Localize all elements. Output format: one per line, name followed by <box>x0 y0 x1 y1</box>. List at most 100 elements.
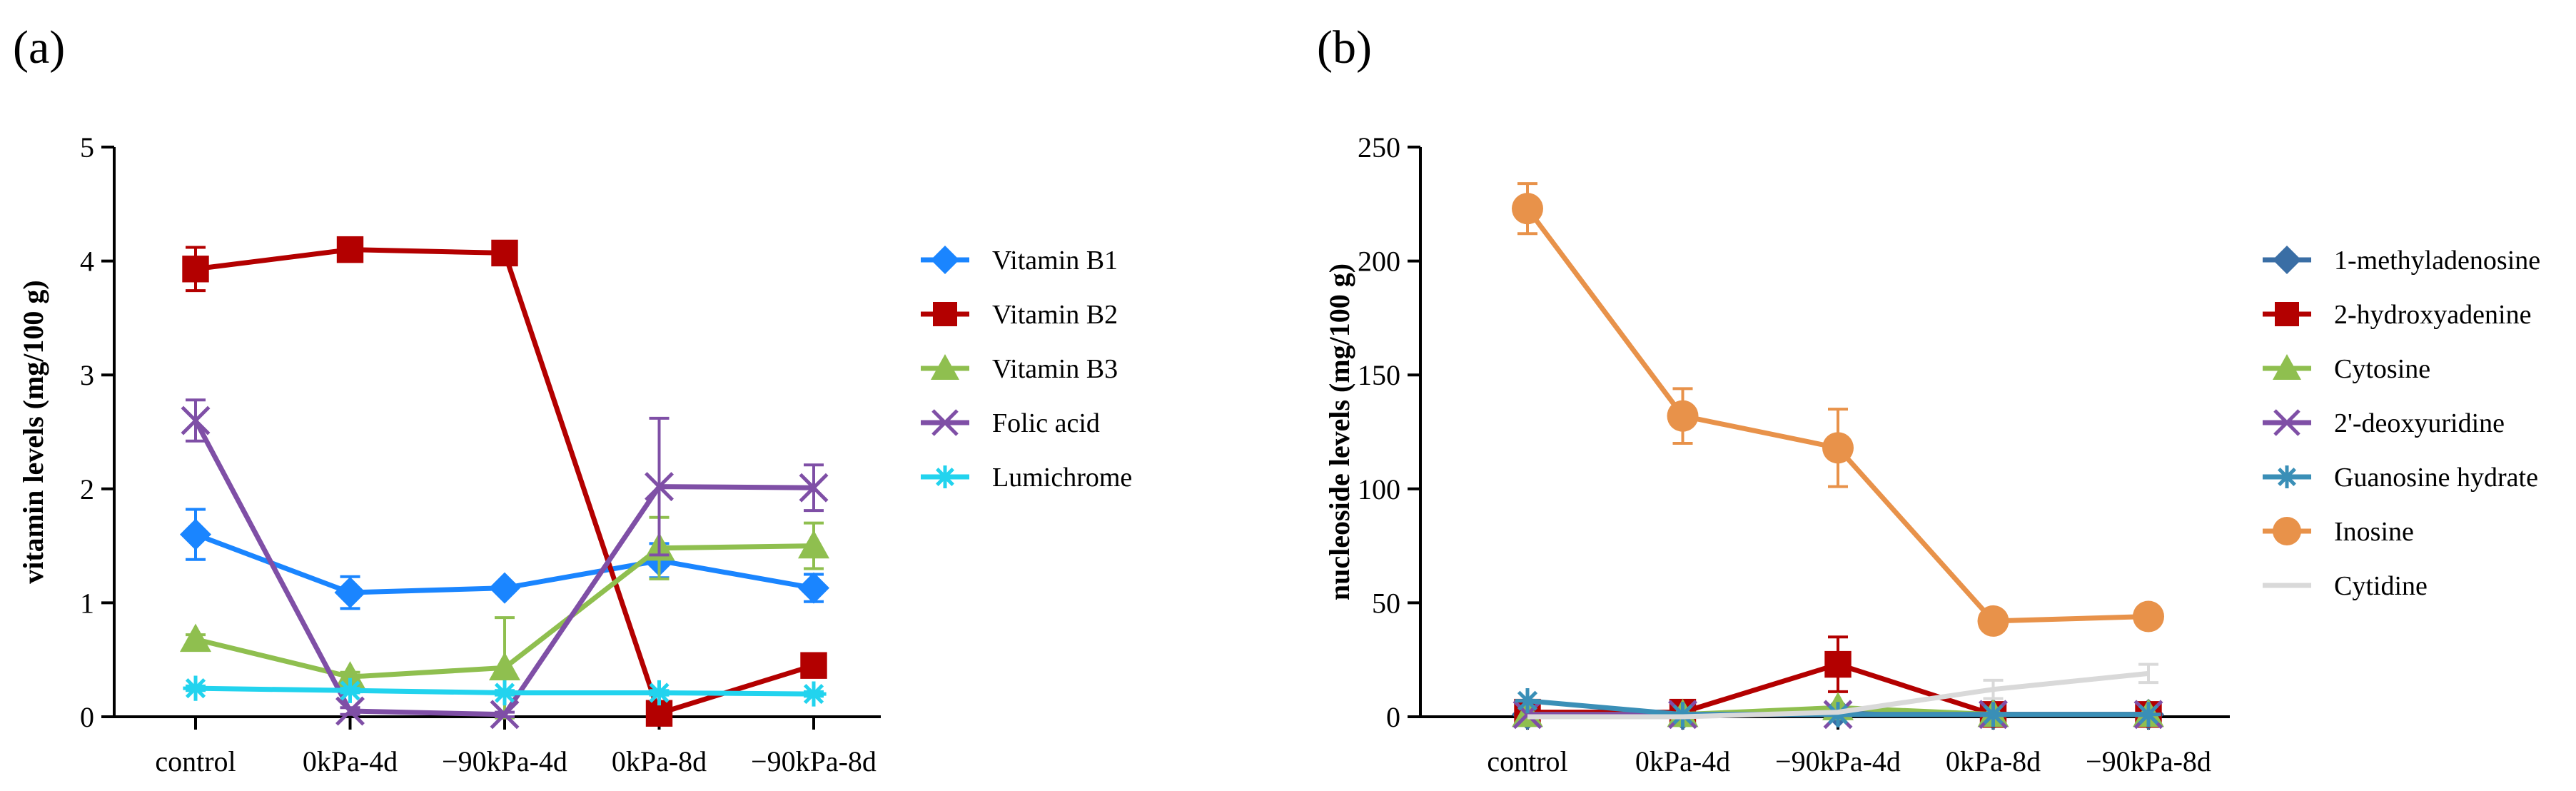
series-cytidine <box>1527 662 2158 720</box>
y-tick-label: 0 <box>1386 701 1400 733</box>
legend-label: Vitamin B1 <box>992 246 1118 276</box>
data-point <box>1822 432 1854 464</box>
x-tick-label: −90kPa-4d <box>442 745 567 777</box>
legend-marker-icon <box>934 465 956 488</box>
legend-label: Cytidine <box>2334 571 2428 601</box>
data-point <box>799 473 829 503</box>
data-point <box>646 680 672 706</box>
data-point <box>798 572 829 604</box>
legend-marker-icon <box>2273 246 2301 274</box>
series-vitamin-b1 <box>180 508 829 610</box>
y-tick-label: 3 <box>80 359 94 391</box>
data-point <box>1515 688 1540 714</box>
series-inosine <box>1512 182 2164 637</box>
x-tick-label: control <box>155 745 236 777</box>
data-point <box>180 518 211 550</box>
data-point <box>337 677 363 703</box>
legend-marker-icon <box>2273 354 2301 380</box>
y-tick-label: 1 <box>80 587 94 619</box>
legend-label: 2'-deoxyuridine <box>2334 408 2505 438</box>
data-point <box>1977 605 2009 637</box>
data-point <box>1667 400 1699 432</box>
legend-label: Folic acid <box>992 408 1100 438</box>
legend-item-1-methyladenosine: 1-methyladenosine <box>2263 246 2540 276</box>
x-tick-label: 0kPa-4d <box>303 745 398 777</box>
nucleoside-chart: 0 50 100 150 200 250 control 0kPa-4d −90kPa-4d 0k… <box>1323 131 2540 777</box>
x-tick-label: −90kPa-8d <box>751 745 877 777</box>
series-vitamin-b2 <box>182 236 827 727</box>
legend-label: 1-methyladenosine <box>2334 246 2540 276</box>
panel-b-label: (b) <box>1317 21 1372 74</box>
legend-label: Cytosine <box>2334 354 2430 384</box>
x-tick-label: 0kPa-8d <box>612 745 707 777</box>
legend-item-cytidine: Cytidine <box>2263 571 2428 601</box>
data-point <box>334 577 366 609</box>
legend-marker-icon <box>2273 409 2300 436</box>
legend-item-lumichrome: Lumichrome <box>921 463 1132 493</box>
data-point <box>490 700 520 730</box>
data-point <box>492 680 517 706</box>
y-tick-label: 200 <box>1358 246 1400 278</box>
legend-item-cytosine: Cytosine <box>2263 354 2430 384</box>
legend-item-vitamin-b2: Vitamin B2 <box>921 300 1118 330</box>
data-point <box>1512 193 1543 225</box>
x-tick-label: −90kPa-8d <box>2086 745 2211 777</box>
legend-label: Lumichrome <box>992 463 1132 493</box>
legend-item-guanosine-hydrate: Guanosine hydrate <box>2263 463 2538 493</box>
y-tick-label: 5 <box>80 131 94 163</box>
y-tick-label: 150 <box>1358 359 1400 391</box>
data-point <box>180 623 211 653</box>
data-point <box>1824 650 1852 678</box>
legend-item-folic-acid: Folic acid <box>921 408 1100 438</box>
x-tick-label: control <box>1487 745 1567 777</box>
legend-marker-icon <box>931 409 959 436</box>
data-point <box>335 696 365 726</box>
y-tick-label: 50 <box>1372 587 1400 619</box>
y-tick-label: 100 <box>1358 473 1400 505</box>
data-point <box>489 652 520 680</box>
legend-marker-icon <box>933 302 957 326</box>
legend-label: Guanosine hydrate <box>2334 463 2538 493</box>
legend-marker-icon <box>931 246 959 274</box>
y-axis-label: nucleoside levels (mg/100 g) <box>1323 263 1355 600</box>
series-lumichrome <box>183 675 827 707</box>
vitamin-chart: 0 1 2 3 4 5 control 0kPa-4d −90kPa-4d 0kPa-8d −90k… <box>17 131 1132 777</box>
data-point <box>2133 600 2164 633</box>
legend-item-inosine: Inosine <box>2263 517 2414 547</box>
legend-marker-icon <box>931 354 959 380</box>
legend-item-vitamin-b3: Vitamin B3 <box>921 354 1118 384</box>
legend-marker-icon <box>2273 517 2301 545</box>
legend-label: 2-hydroxyadenine <box>2334 300 2531 330</box>
y-tick-label: 0 <box>80 701 94 733</box>
error-bar <box>2138 662 2158 685</box>
x-tick-label: −90kPa-4d <box>1775 745 1901 777</box>
data-point <box>798 530 829 559</box>
error-bar <box>1983 678 2004 700</box>
data-point <box>1980 702 2006 727</box>
y-tick-label: 2 <box>80 473 94 505</box>
legend-item-2-hydroxyadenine: 2-hydroxyadenine <box>2263 300 2531 330</box>
legend-marker-icon <box>2275 302 2299 326</box>
data-point <box>800 652 827 679</box>
data-point <box>801 681 827 707</box>
data-point <box>183 675 208 701</box>
legend-label: Vitamin B2 <box>992 300 1118 330</box>
legend-label: Vitamin B3 <box>992 354 1118 384</box>
series-folic-acid <box>181 398 829 730</box>
x-tick-label: 0kPa-8d <box>1946 745 2041 777</box>
data-point <box>181 405 211 435</box>
legend-label: Inosine <box>2334 517 2414 547</box>
data-point <box>336 236 364 263</box>
x-tick-label: 0kPa-4d <box>1635 745 1730 777</box>
data-point <box>182 256 209 283</box>
panel-a-label: (a) <box>13 21 65 74</box>
legend-item-2-deoxyuridine: 2'-deoxyuridine <box>2263 408 2505 438</box>
data-point <box>2136 702 2161 727</box>
y-tick-label: 250 <box>1358 131 1400 163</box>
y-tick-label: 4 <box>80 246 94 278</box>
series-line <box>1527 670 2149 720</box>
legend-item-vitamin-b1: Vitamin B1 <box>921 246 1118 276</box>
data-point <box>491 239 518 267</box>
data-point <box>645 472 674 502</box>
